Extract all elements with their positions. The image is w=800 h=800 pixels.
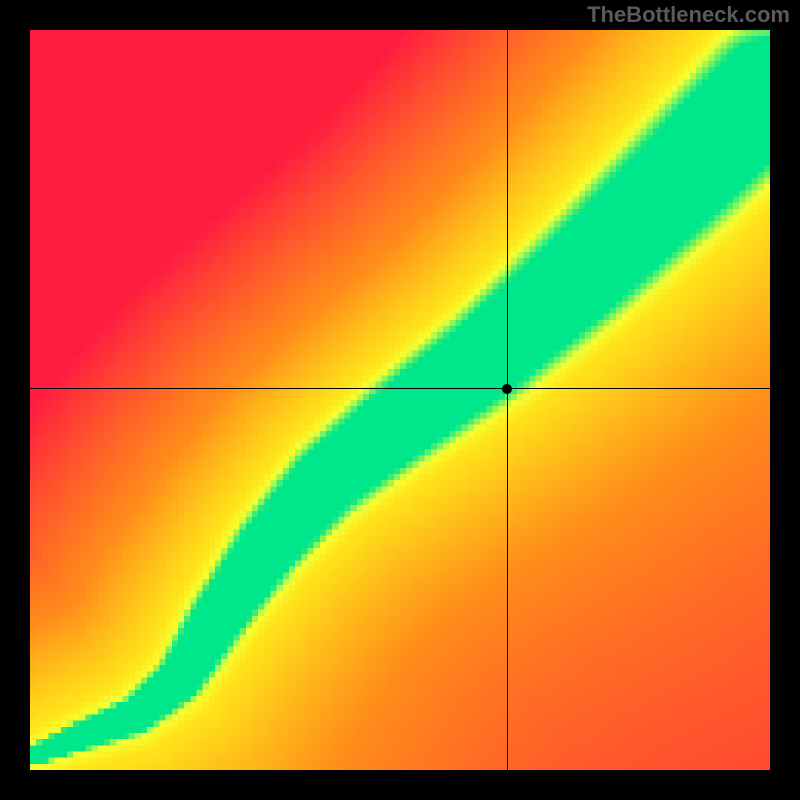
- crosshair-vertical: [507, 30, 508, 770]
- heatmap-canvas: [30, 30, 770, 770]
- chart-container: TheBottleneck.com: [0, 0, 800, 800]
- crosshair-point: [502, 384, 512, 394]
- watermark-text: TheBottleneck.com: [587, 2, 790, 28]
- crosshair-horizontal: [30, 388, 770, 389]
